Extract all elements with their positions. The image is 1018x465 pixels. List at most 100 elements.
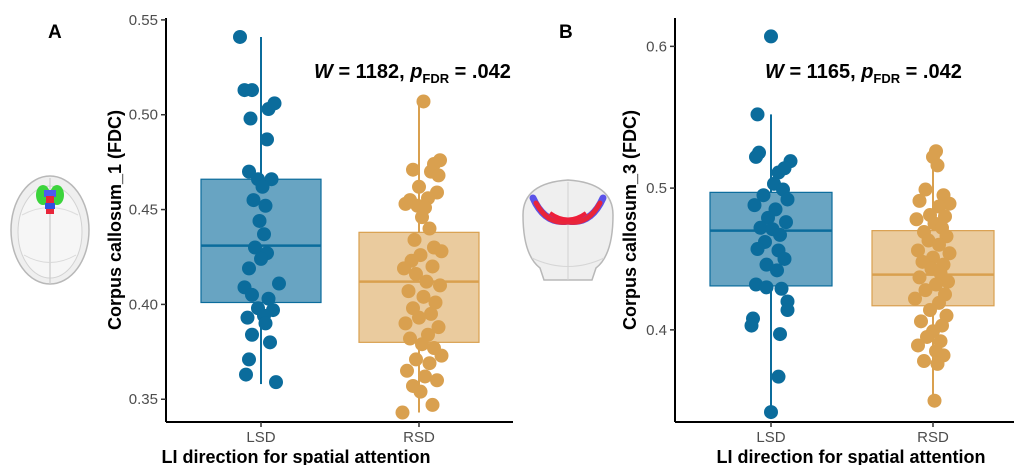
x-tick-label-rsd: RSD [917,429,949,446]
data-point [914,314,928,329]
data-point [929,277,943,292]
y-axis-title-a: Corpus callosum_1 (FDC) [105,110,125,330]
panel-b-letter: B [559,22,573,43]
data-point [233,29,247,44]
data-point [413,384,428,399]
data-point [747,198,762,213]
data-point [433,278,447,293]
y-tick-label: 0.5 [646,180,667,197]
data-point [239,367,253,382]
data-point [254,251,268,266]
data-point [764,405,778,420]
data-point [927,393,942,408]
data-point [773,227,787,242]
points-lsd-a [233,29,286,390]
data-point [412,310,426,325]
plot-area-b [709,29,995,420]
data-point [774,281,789,296]
data-point [938,209,952,224]
data-point [260,132,274,147]
data-point [759,257,774,272]
points-rsd-b [908,144,957,408]
data-point [424,306,438,321]
data-point [771,369,786,384]
data-point [245,287,259,302]
x-tick-label-lsd: LSD [756,429,785,446]
data-point [416,289,431,304]
data-point [749,149,763,164]
stat-w-label: W [314,61,335,83]
axis-ticks-a: 0.35 0.40 0.45 0.50 0.55 LSD RSD [129,12,435,446]
data-point [258,316,273,331]
panel-b: B 0.4 0.5 0.6 LSD RSD Corpus callosum_3 (FDC… [522,18,1014,465]
data-point [941,274,955,289]
x-tick-label-rsd: RSD [403,429,435,446]
x-tick-label-lsd: LSD [246,429,275,446]
data-point [252,213,267,228]
stat-p-subscript: FDR [422,71,449,86]
y-tick-label: 0.4 [646,322,667,339]
data-point [398,316,413,331]
data-point [407,232,422,247]
data-point [401,284,416,299]
data-point [431,168,446,183]
data-point [918,182,933,197]
data-point [258,198,273,213]
data-point [263,335,277,350]
data-point [415,210,429,225]
data-point [930,356,945,371]
y-tick-label: 0.40 [129,296,158,313]
data-point [918,283,933,298]
brain-coronal-icon [522,179,614,281]
stat-annotation-a: W = 1182, pFDR = .042 [314,61,511,86]
data-point [406,162,420,177]
stat-p-label: p [860,61,873,83]
data-point [418,369,432,384]
y-tick-label: 0.35 [129,391,158,408]
data-point [428,295,443,310]
data-point [917,354,931,369]
data-point [932,237,946,252]
data-point [912,193,927,208]
data-point [777,251,792,266]
data-point [261,291,276,306]
data-point [242,261,256,276]
data-point [422,356,437,371]
points-lsd-b [744,29,798,420]
data-point [403,331,417,346]
box-iqr [200,178,322,304]
points-rsd-a [395,94,449,420]
stat-w-value: = 1165, [784,61,861,83]
data-point [255,179,270,194]
data-point [243,111,258,126]
data-point [761,210,775,225]
y-tick-label: 0.45 [129,202,158,219]
data-point [416,94,431,109]
data-point [923,303,937,318]
data-point [430,373,444,388]
data-point [911,338,925,353]
data-point [434,348,449,363]
stat-annotation-b: W = 1165, pFDR = .042 [765,61,962,86]
data-point [246,193,261,208]
data-point [240,310,255,325]
data-point [750,242,765,257]
data-point [409,352,423,367]
data-point [921,233,936,248]
data-point [425,397,440,412]
data-point [912,270,927,285]
data-point [242,352,256,367]
data-point [753,220,768,235]
brain-axial-icon [10,175,90,285]
panel-a: A 0.35 0.40 0.45 0.50 0.55 LSD RSD Corpus call… [10,12,513,465]
data-point [942,196,957,211]
axis-ticks-b: 0.4 0.5 0.6 LSD RSD [646,38,949,446]
data-point [770,263,784,278]
data-point [744,318,759,333]
stat-p-label: p [409,61,422,83]
stat-p-value: = .042 [449,61,511,83]
y-tick-label: 0.50 [129,107,158,124]
data-point [909,212,924,227]
y-tick-label: 0.55 [129,12,158,29]
data-point [749,277,763,292]
